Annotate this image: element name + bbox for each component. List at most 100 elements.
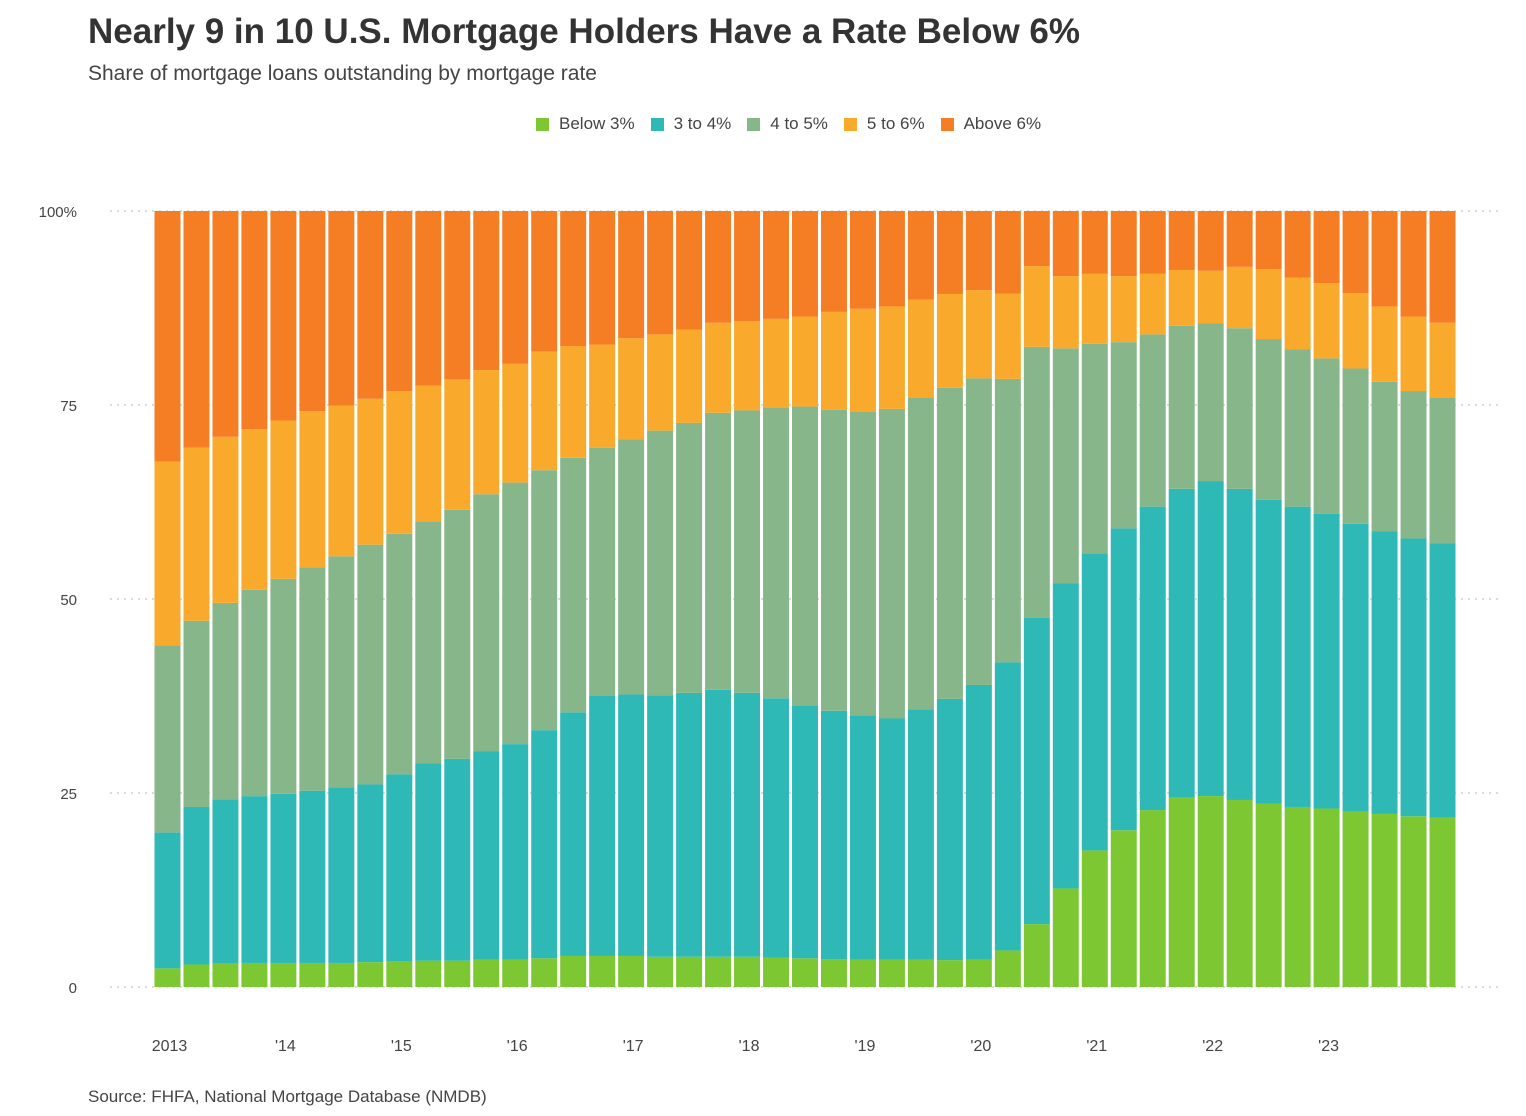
bar-segment (560, 211, 587, 347)
bar-segment (183, 447, 210, 621)
x-tick-label: '19 (855, 1038, 876, 1055)
bar-segment (299, 962, 326, 987)
bar-segment (1429, 397, 1456, 544)
bar-segment (589, 344, 616, 448)
bar-segment (676, 692, 703, 957)
bar-segment (1400, 816, 1427, 987)
bar-segment (1052, 583, 1079, 889)
bar-segment (1023, 346, 1050, 618)
bar-segment (1110, 211, 1137, 277)
bar-segment (936, 698, 963, 961)
bar-segment (647, 430, 674, 696)
bar-segment (473, 211, 500, 371)
bar-segment (705, 689, 732, 957)
bar-segment (1081, 553, 1108, 851)
bar-segment (1400, 538, 1427, 817)
bar-segment (1197, 211, 1224, 271)
bar-segment (849, 308, 876, 412)
bar-segment (676, 422, 703, 693)
legend-swatch (940, 117, 954, 131)
bar-segment (241, 589, 268, 797)
bar-segment (1139, 506, 1166, 811)
bar-segment (1168, 325, 1195, 489)
bar-segment (647, 956, 674, 987)
bar-segment (502, 211, 529, 364)
bar-segment (241, 796, 268, 963)
bar-segment (734, 211, 761, 322)
y-axis-ticks: 0 25 50 75 100% (39, 204, 77, 997)
bar-segment (299, 790, 326, 963)
chart-legend: Below 3% 3 to 4% 4 to 5% 5 to 6% Above 6… (536, 114, 1057, 134)
bar-segment (183, 964, 210, 987)
bar-segment (531, 958, 558, 987)
bar-segment (1284, 349, 1311, 507)
bar-segment (965, 684, 992, 960)
bar-segment (820, 959, 847, 987)
bar-segment (241, 211, 268, 430)
bar-segment (328, 405, 355, 557)
bar-segment (1284, 506, 1311, 807)
bar-segment (878, 211, 905, 307)
bar-segment (1313, 211, 1340, 284)
bar-segment (994, 211, 1021, 294)
bar-segment (589, 696, 616, 956)
x-tick-label: '14 (275, 1038, 296, 1055)
bar-segment (386, 211, 413, 392)
bar-segment (357, 784, 384, 963)
bar-segment (183, 806, 210, 965)
bar-segment (270, 211, 297, 421)
bar-segment (1313, 283, 1340, 359)
bar-segment (705, 412, 732, 690)
y-tick-label: 0 (69, 980, 77, 997)
bar-segment (357, 211, 384, 399)
y-tick-label: 100% (39, 204, 77, 221)
bar-segment (473, 751, 500, 960)
bar-segment (212, 963, 239, 987)
bar-segment (618, 211, 645, 339)
bar-segment (299, 567, 326, 791)
bar-segment (820, 311, 847, 410)
bar-segment (1110, 830, 1137, 987)
legend-item-above-6: Above 6% (940, 114, 1041, 134)
bar-segment (705, 322, 732, 413)
bar-segment (1081, 211, 1108, 274)
bar-segment (1429, 322, 1456, 398)
bar-segment (241, 429, 268, 590)
bar-segment (936, 387, 963, 699)
bar-segment (618, 338, 645, 440)
y-tick-label: 25 (60, 786, 77, 803)
bar-segment (589, 955, 616, 987)
bar-segment (1429, 543, 1456, 818)
bar-segment (1255, 339, 1282, 500)
bar-segment (1371, 306, 1398, 382)
bar-segment (1168, 211, 1195, 270)
bar-segment (820, 211, 847, 312)
bar-segment (647, 695, 674, 957)
bar-segment (1168, 269, 1195, 326)
bar-segment (1429, 817, 1456, 987)
bar-segment (849, 211, 876, 309)
bar-segment (763, 211, 790, 319)
bar-segment (1429, 211, 1456, 323)
bar-segment (1371, 381, 1398, 532)
bar-segment (849, 959, 876, 987)
bar-segment (444, 211, 471, 380)
bar-segment (270, 962, 297, 987)
x-tick-label: '20 (970, 1038, 991, 1055)
bar-segment (907, 397, 934, 710)
bar-segment (328, 787, 355, 963)
bar-segment (328, 962, 355, 987)
x-tick-label: '16 (507, 1038, 528, 1055)
bar-segment (1342, 368, 1369, 524)
bar-segment (1197, 796, 1224, 987)
bar-segment (502, 482, 529, 745)
bar-segment (965, 959, 992, 987)
bar-segment (1052, 348, 1079, 584)
bar-segment (734, 410, 761, 693)
bar-segment (1400, 391, 1427, 539)
bar-segment (473, 370, 500, 495)
bar-segment (183, 211, 210, 448)
bar-segment (907, 709, 934, 960)
bar-segment (618, 955, 645, 987)
